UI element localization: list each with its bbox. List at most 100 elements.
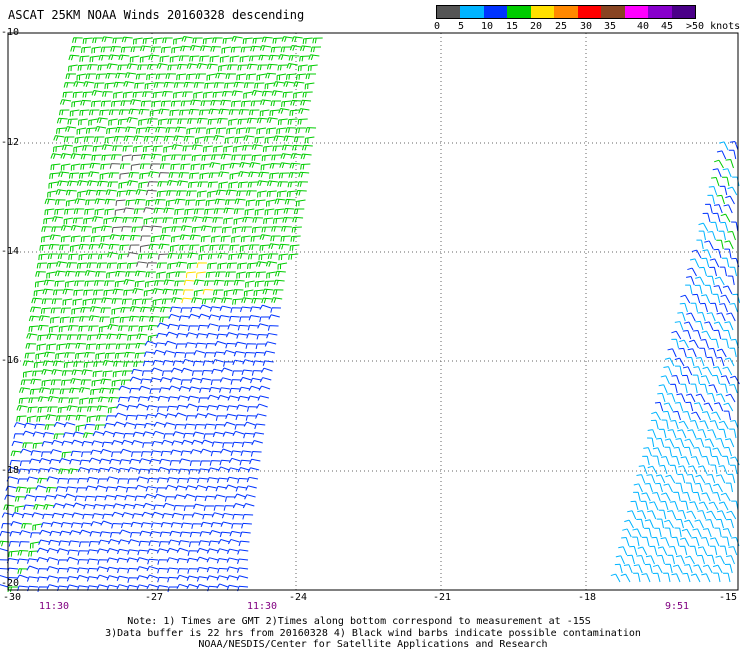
western-swath-wind-barb (249, 162, 261, 168)
western-swath-wind-barb (176, 332, 188, 339)
eastern-swath-wind-barb (698, 230, 706, 241)
eastern-swath-wind-barb (701, 330, 712, 340)
western-swath-wind-barb (196, 547, 209, 554)
western-swath-wind-barb (151, 511, 164, 517)
eastern-swath-wind-barb (686, 510, 697, 520)
western-swath-wind-barb (165, 73, 177, 79)
eastern-swath-wind-barb (663, 366, 673, 376)
eastern-swath-wind-barb (654, 527, 662, 538)
western-swath-wind-barb (121, 439, 133, 445)
western-swath-wind-barb (123, 289, 134, 296)
western-swath-wind-barb (177, 395, 189, 401)
western-swath-wind-barb (47, 467, 60, 473)
western-swath-wind-barb (215, 271, 226, 278)
western-swath-wind-barb (220, 153, 232, 160)
western-swath-wind-barb (80, 522, 92, 528)
eastern-swath-wind-barb (686, 473, 696, 484)
western-swath-wind-barb (150, 367, 163, 373)
western-swath-wind-barb (88, 118, 98, 126)
western-swath-wind-barb (28, 550, 39, 557)
western-swath-wind-barb (22, 360, 34, 367)
western-swath-wind-barb (69, 387, 81, 394)
western-swath-wind-barb (44, 208, 55, 216)
western-swath-wind-barb (290, 235, 301, 242)
western-swath-wind-barb (55, 415, 67, 421)
eastern-swath-wind-barb (636, 474, 646, 484)
western-swath-wind-barb (258, 253, 269, 261)
eastern-swath-wind-barb (703, 402, 714, 412)
western-swath-wind-barb (262, 288, 274, 295)
western-swath-wind-barb (170, 449, 182, 455)
western-swath-wind-barb (175, 485, 187, 491)
western-swath-wind-barb (42, 432, 55, 438)
western-swath-wind-barb (55, 189, 67, 195)
colorbar-swatch (437, 6, 461, 18)
latitude-label: -12 (1, 137, 20, 148)
western-swath-wind-barb (220, 235, 231, 242)
western-swath-wind-barb (271, 90, 283, 97)
western-swath-wind-barb (75, 342, 87, 349)
western-swath-wind-barb (63, 422, 76, 428)
western-swath-wind-barb (166, 271, 176, 279)
western-swath-wind-barb (152, 217, 164, 224)
eastern-swath-wind-barb (622, 528, 632, 538)
eastern-swath-wind-barb (711, 338, 719, 349)
western-swath-wind-barb (232, 226, 242, 234)
eastern-swath-wind-barb (694, 519, 704, 529)
western-swath-wind-barb (8, 541, 20, 547)
western-swath-wind-barb (304, 82, 315, 90)
western-swath-wind-barb (192, 431, 205, 437)
western-swath-wind-barb (20, 379, 32, 386)
eastern-swath-wind-barb (729, 428, 737, 439)
eastern-swath-wind-barb (647, 465, 658, 475)
western-swath-wind-barb (217, 252, 229, 259)
eastern-swath-wind-barb (679, 545, 688, 556)
western-swath-wind-barb (216, 333, 228, 340)
western-swath-wind-barb (246, 333, 258, 339)
eastern-swath-wind-barb (684, 446, 692, 457)
western-swath-wind-barb (100, 378, 112, 385)
western-swath-wind-barb (146, 262, 158, 268)
western-swath-wind-barb (146, 583, 159, 590)
western-swath-wind-barb (142, 91, 153, 98)
western-swath-wind-barb (23, 422, 36, 429)
western-swath-wind-barb (174, 208, 185, 215)
western-swath-wind-barb (214, 494, 226, 500)
eastern-swath-wind-barb (674, 401, 684, 412)
western-swath-wind-barb (134, 280, 145, 288)
eastern-swath-wind-barb (723, 204, 733, 214)
western-swath-wind-barb (242, 514, 254, 520)
western-swath-wind-barb (50, 307, 61, 314)
western-swath-wind-barb (80, 379, 92, 385)
western-swath-wind-barb (215, 485, 227, 492)
western-swath-wind-barb (147, 334, 158, 342)
western-swath-wind-barb (226, 566, 239, 572)
western-swath-wind-barb (6, 557, 19, 564)
western-swath-wind-barb (89, 55, 100, 63)
western-swath-wind-barb (154, 493, 166, 499)
eastern-swath-wind-barb (624, 519, 634, 529)
western-swath-wind-barb (217, 567, 229, 574)
latitude-label: -20 (1, 578, 20, 589)
western-swath-wind-barb (127, 478, 138, 484)
western-swath-wind-barb (82, 432, 95, 439)
eastern-swath-wind-barb (704, 438, 715, 448)
western-swath-wind-barb (70, 378, 82, 384)
western-swath-wind-barb (22, 430, 35, 436)
western-swath-wind-barb (308, 54, 320, 61)
western-swath-wind-barb (264, 280, 275, 287)
western-swath-wind-barb (26, 565, 39, 571)
western-swath-wind-barb (87, 558, 99, 564)
western-swath-wind-barb (64, 126, 77, 133)
western-swath-wind-barb (246, 406, 258, 412)
western-swath-wind-barb (282, 217, 294, 223)
western-swath-wind-barb (81, 440, 93, 447)
eastern-swath-wind-barb (656, 554, 665, 565)
western-swath-wind-barb (224, 82, 235, 89)
western-swath-wind-barb (229, 530, 241, 537)
western-swath-wind-barb (174, 423, 186, 430)
map-grid (8, 33, 738, 590)
western-swath-wind-barb (185, 199, 196, 206)
western-swath-wind-barb (54, 280, 65, 287)
eastern-swath-wind-barb (700, 375, 710, 385)
